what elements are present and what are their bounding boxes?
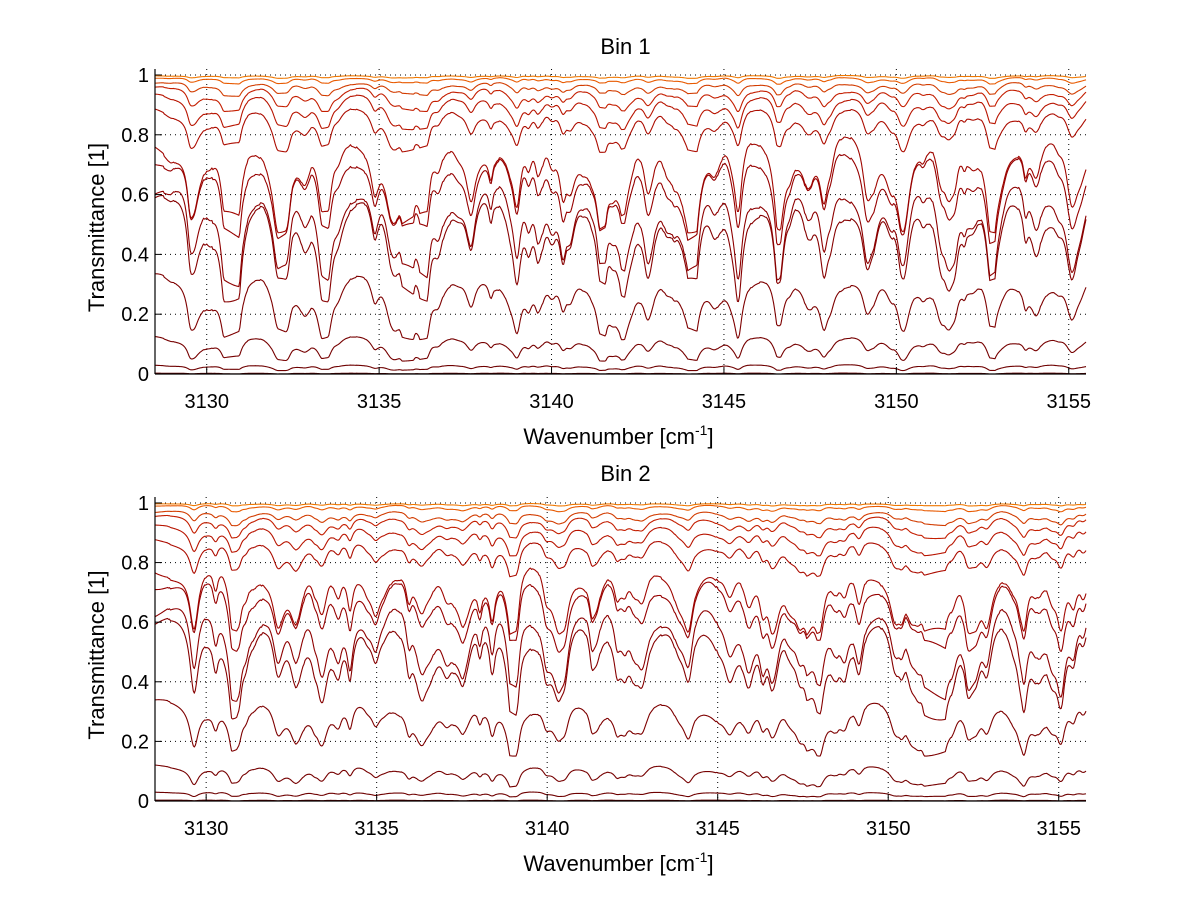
series-line-7 xyxy=(154,567,1087,636)
x-tick-label: 3140 xyxy=(529,391,574,413)
y-tick-label: 0.4 xyxy=(121,672,149,694)
x-tick-label: 3135 xyxy=(354,818,399,840)
y-tick-label: 0.8 xyxy=(121,125,149,147)
series-line-13 xyxy=(154,364,1087,372)
x-tick-label: 3130 xyxy=(184,818,229,840)
x-tick-label: 3130 xyxy=(184,391,229,413)
y-tick-label: 0 xyxy=(138,364,149,386)
series-line-3 xyxy=(154,82,1087,97)
y-axis-label: Transmittance [1] xyxy=(84,143,109,312)
x-axis-label: Wavenumber [cm-1] xyxy=(523,849,713,876)
x-tick-label: 3155 xyxy=(1036,818,1081,840)
x-tick-label: 3145 xyxy=(702,391,747,413)
series-line-6 xyxy=(154,108,1087,153)
series-line-1 xyxy=(154,74,1087,79)
y-tick-label: 0 xyxy=(138,791,149,813)
series-line-8 xyxy=(154,581,1087,653)
series-line-7 xyxy=(154,136,1087,234)
series-line-11 xyxy=(154,273,1087,341)
series-line-11 xyxy=(154,699,1087,757)
series-line-2 xyxy=(155,77,1087,85)
series-line-5 xyxy=(154,93,1087,131)
x-axis-label: Wavenumber [cm-1] xyxy=(523,422,713,449)
series-line-8 xyxy=(154,153,1087,246)
series-line-12 xyxy=(154,764,1087,788)
series-line-5 xyxy=(154,524,1087,557)
series-line-10 xyxy=(154,617,1087,721)
series-line-4 xyxy=(154,514,1087,540)
y-tick-label: 0.2 xyxy=(121,304,149,326)
series-line-6 xyxy=(154,539,1087,578)
series-line-10 xyxy=(154,195,1087,303)
series-line-2 xyxy=(154,504,1087,513)
y-tick-label: 1 xyxy=(138,493,149,515)
y-tick-label: 0.4 xyxy=(121,244,149,266)
chart-title: Bin 1 xyxy=(600,34,650,59)
series-line-13 xyxy=(154,791,1087,798)
y-tick-label: 0.8 xyxy=(121,553,149,575)
y-tick-label: 0.6 xyxy=(121,612,149,634)
series-line-9 xyxy=(154,186,1087,288)
y-tick-label: 0.2 xyxy=(121,731,149,753)
x-tick-label: 3145 xyxy=(695,818,740,840)
series-line-9 xyxy=(154,608,1087,702)
series-line-4 xyxy=(154,86,1087,113)
x-tick-label: 3140 xyxy=(525,818,570,840)
x-tick-label: 3150 xyxy=(866,818,911,840)
series-line-1 xyxy=(154,503,1087,507)
x-tick-label: 3155 xyxy=(1047,391,1092,413)
chart-title: Bin 2 xyxy=(600,461,650,486)
y-tick-label: 0.6 xyxy=(121,185,149,207)
y-axis-label: Transmittance [1] xyxy=(84,570,109,739)
x-tick-label: 3135 xyxy=(357,391,402,413)
x-tick-label: 3150 xyxy=(874,391,919,413)
series-line-3 xyxy=(154,510,1087,527)
series-line-12 xyxy=(154,335,1087,362)
y-tick-label: 1 xyxy=(138,65,149,87)
chart-panel-2: 3130 3135 3140 3145 3150 3155 0 0.2 0.4 0.6 0.8 1 Bi… xyxy=(84,461,1087,876)
chart-panel-1: 3130 3135 3140 3145 3150 3155 0 0.2 0.4 0.6 0.8 1 Bi… xyxy=(84,34,1091,449)
